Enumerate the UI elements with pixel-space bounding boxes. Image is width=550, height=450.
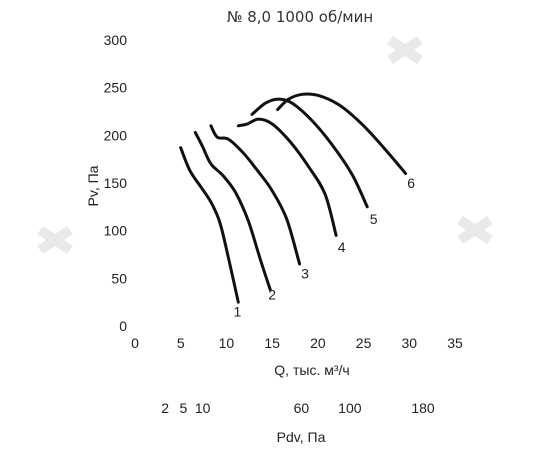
curve-2: [193, 131, 272, 292]
curve-3: [209, 124, 302, 266]
chart-title: № 8,0 1000 об/мин: [227, 8, 373, 26]
curve-6: [276, 92, 408, 175]
x-tick-label: 30: [401, 335, 417, 351]
x-axis-ticks: 0 5 10 15 20 25 30 35: [131, 335, 463, 351]
curve-4: [236, 117, 338, 237]
y-tick-label: 200: [104, 127, 128, 143]
pdv-axis-ticks: 2 5 10 60 100 180: [161, 400, 435, 416]
pdv-tick-label: 2: [161, 400, 169, 416]
x-tick-label: 5: [177, 335, 185, 351]
curve-label-5: 5: [370, 211, 378, 227]
pdv-tick-label: 60: [294, 400, 310, 416]
pdv-axis-label: Pdv, Па: [277, 429, 326, 445]
x-tick-label: 10: [219, 335, 235, 351]
x-tick-label: 35: [447, 335, 463, 351]
y-tick-label: 100: [104, 223, 128, 239]
y-tick-label: 250: [104, 80, 128, 96]
x-tick-label: 25: [356, 335, 372, 351]
curve-label-3: 3: [301, 266, 309, 282]
pdv-tick-label: 5: [180, 400, 188, 416]
y-axis-ticks: 0 50 100 150 200 250 300: [104, 32, 128, 334]
curve-label-6: 6: [407, 175, 415, 191]
y-tick-label: 0: [119, 318, 127, 334]
y-tick-label: 300: [104, 32, 128, 48]
pdv-tick-label: 100: [338, 400, 362, 416]
fan-curves: [179, 92, 408, 304]
curve-label-2: 2: [268, 287, 276, 303]
curve-labels: 1 2 3 4 5 6: [234, 175, 416, 320]
curve-5: [250, 97, 369, 209]
curve-label-1: 1: [234, 304, 242, 320]
y-tick-label: 50: [111, 270, 127, 286]
watermark: [37, 35, 493, 255]
curve-1: [179, 146, 240, 304]
pdv-tick-label: 10: [195, 400, 211, 416]
y-tick-label: 150: [104, 175, 128, 191]
x-tick-label: 20: [310, 335, 326, 351]
x-tick-label: 15: [264, 335, 280, 351]
x-axis-label: Q, тыс. м³/ч: [274, 362, 349, 378]
pdv-tick-label: 180: [411, 400, 435, 416]
y-axis-label: Pv, Па: [85, 165, 101, 206]
x-tick-label: 0: [131, 335, 139, 351]
curve-label-4: 4: [338, 239, 346, 255]
